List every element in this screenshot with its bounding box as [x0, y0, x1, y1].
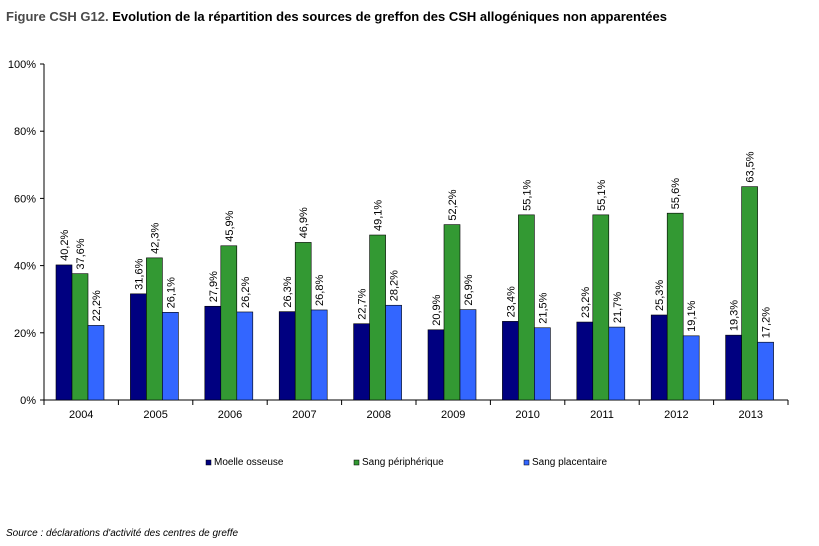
data-label: 27,9%	[208, 271, 220, 302]
legend-swatch	[523, 459, 530, 466]
data-label: 28,2%	[389, 270, 401, 301]
data-label: 55,1%	[596, 179, 608, 210]
bar-chart: 0% 20% 40% 60% 80% 100% 2004 2005 2006 2007 2008 20…	[8, 59, 789, 468]
bar	[294, 242, 312, 401]
bar	[534, 327, 551, 401]
y-tick-label: 40%	[14, 261, 36, 273]
bar	[427, 329, 445, 401]
bar	[518, 214, 535, 401]
y-tick-label: 0%	[20, 395, 36, 407]
bar	[87, 325, 105, 401]
bar	[130, 293, 147, 401]
figure-title: Evolution de la répartition des sources …	[112, 9, 667, 24]
data-label: 26,2%	[240, 277, 252, 308]
bar	[576, 321, 594, 401]
bar	[459, 309, 477, 401]
data-label: 19,1%	[686, 300, 698, 331]
data-label: 21,7%	[612, 292, 624, 323]
source-note: Source : déclarations d'activité des cen…	[6, 528, 239, 539]
data-label: 31,6%	[133, 258, 145, 289]
bar	[55, 264, 73, 401]
data-label: 22,7%	[357, 288, 369, 319]
data-label: 49,1%	[373, 200, 385, 231]
x-tick-label: 2004	[69, 409, 93, 421]
data-label: 37,6%	[75, 238, 87, 269]
data-label: 45,9%	[224, 210, 236, 241]
data-label: 22,2%	[91, 290, 103, 321]
bar	[146, 257, 163, 401]
data-label: 19,3%	[729, 300, 741, 331]
legend: Moelle osseuse Sang périphérique Sang plac…	[205, 457, 607, 468]
x-tick-label: 2010	[515, 409, 539, 421]
y-tick-label: 80%	[14, 126, 36, 138]
x-tick-label: 2009	[441, 409, 465, 421]
data-label: 42,3%	[149, 222, 161, 253]
data-label: 52,2%	[447, 189, 459, 220]
legend-label: Moelle osseuse	[214, 457, 284, 468]
x-tick-label: 2011	[590, 409, 614, 421]
bar	[369, 234, 386, 401]
x-tick-label: 2013	[739, 409, 763, 421]
data-label: 26,3%	[282, 276, 294, 307]
x-tick-label: 2006	[218, 409, 242, 421]
x-tick-label: 2012	[664, 409, 688, 421]
legend-label: Sang placentaire	[532, 457, 607, 468]
bars	[55, 186, 774, 401]
data-label: 63,5%	[745, 151, 757, 182]
data-label: 23,4%	[505, 286, 517, 317]
data-labels: 40,2% 37,6% 22,2% 31,6% 42,3% 26,1% 27,9% 45,9%…	[59, 151, 773, 338]
y-tick-label: 20%	[14, 328, 36, 340]
data-label: 25,3%	[654, 280, 666, 311]
bar	[725, 334, 742, 401]
data-label: 26,1%	[165, 277, 177, 308]
bar	[682, 335, 700, 401]
bar	[310, 309, 328, 401]
data-label: 40,2%	[59, 230, 71, 261]
data-label: 26,9%	[463, 274, 475, 305]
bar	[385, 304, 402, 401]
bar	[666, 212, 684, 401]
bar	[608, 326, 626, 401]
axes: 0% 20% 40% 60% 80% 100% 2004 2005 2006 2007 2008 20…	[8, 59, 789, 421]
legend-label: Sang périphérique	[362, 457, 444, 468]
y-tick-label: 100%	[8, 59, 36, 71]
data-label: 26,8%	[314, 275, 326, 306]
chart-title: Figure CSH G12. Evolution de la répartit…	[6, 9, 667, 24]
bar	[353, 323, 370, 401]
x-tick-label: 2008	[367, 409, 391, 421]
bar	[162, 312, 179, 401]
data-label: 46,9%	[298, 207, 310, 238]
data-label: 23,2%	[580, 287, 592, 318]
bar	[757, 341, 774, 401]
data-label: 55,6%	[670, 178, 682, 209]
data-label: 20,9%	[431, 294, 443, 325]
bar	[220, 245, 238, 401]
bar	[741, 186, 758, 401]
bar	[71, 273, 89, 401]
data-label: 21,5%	[537, 292, 549, 323]
data-label: 17,2%	[761, 307, 773, 338]
bar	[204, 305, 222, 401]
bar	[650, 314, 668, 401]
bar	[502, 321, 519, 401]
x-tick-label: 2007	[292, 409, 316, 421]
bar	[236, 311, 254, 401]
x-tick-label: 2005	[143, 409, 167, 421]
data-label: 55,1%	[521, 179, 533, 210]
bar	[278, 311, 296, 401]
y-tick-label: 60%	[14, 193, 36, 205]
bar	[443, 224, 461, 401]
legend-swatch	[205, 459, 212, 466]
bar	[592, 214, 610, 401]
legend-swatch	[353, 459, 360, 466]
figure-number: Figure CSH G12.	[6, 9, 109, 24]
